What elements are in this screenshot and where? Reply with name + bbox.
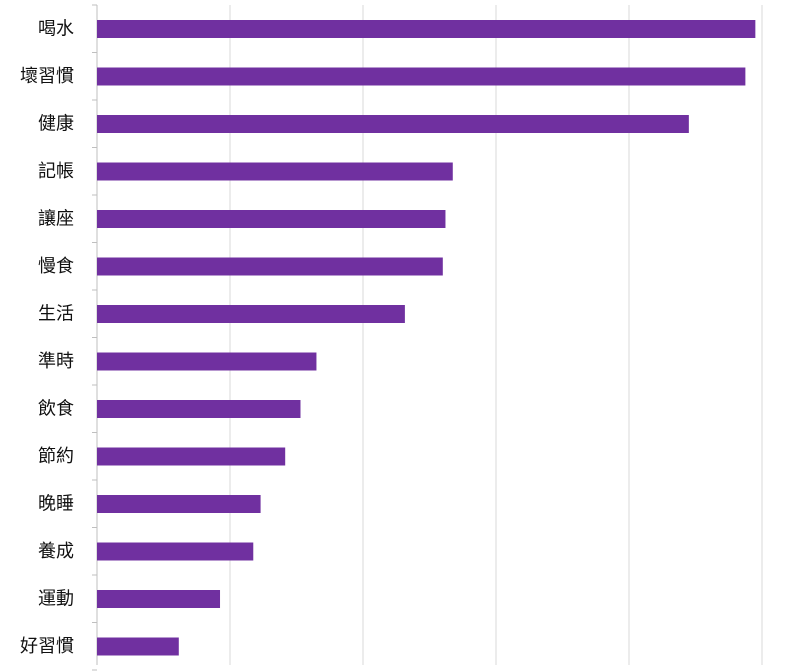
category-label: 晚睡 xyxy=(38,494,74,515)
category-label: 養成 xyxy=(38,541,74,562)
category-label: 生活 xyxy=(38,304,74,325)
category-label: 健康 xyxy=(38,114,74,135)
bar xyxy=(97,590,221,608)
gridlines xyxy=(229,5,763,665)
bar xyxy=(97,257,443,276)
category-label: 壞習慣 xyxy=(20,66,74,87)
bar xyxy=(97,542,254,561)
category-label: 節約 xyxy=(38,446,74,467)
bar xyxy=(97,400,301,418)
bar xyxy=(97,20,756,38)
bar xyxy=(97,447,286,466)
category-label: 準時 xyxy=(38,351,74,372)
category-label: 記帳 xyxy=(38,161,74,182)
category-label: 好習慣 xyxy=(20,636,74,657)
category-label: 喝水 xyxy=(38,19,74,40)
bar xyxy=(97,162,453,181)
bar xyxy=(97,115,689,133)
bar xyxy=(97,495,261,513)
category-label: 慢食 xyxy=(38,256,74,277)
category-label: 運動 xyxy=(38,589,74,610)
bar xyxy=(97,637,179,656)
bars xyxy=(97,20,756,656)
bar xyxy=(97,210,446,228)
bar xyxy=(97,305,405,323)
bar xyxy=(97,352,317,371)
category-label: 飲食 xyxy=(38,399,74,420)
y-axis xyxy=(92,4,98,671)
bar xyxy=(97,67,746,86)
category-label: 讓座 xyxy=(38,209,74,230)
